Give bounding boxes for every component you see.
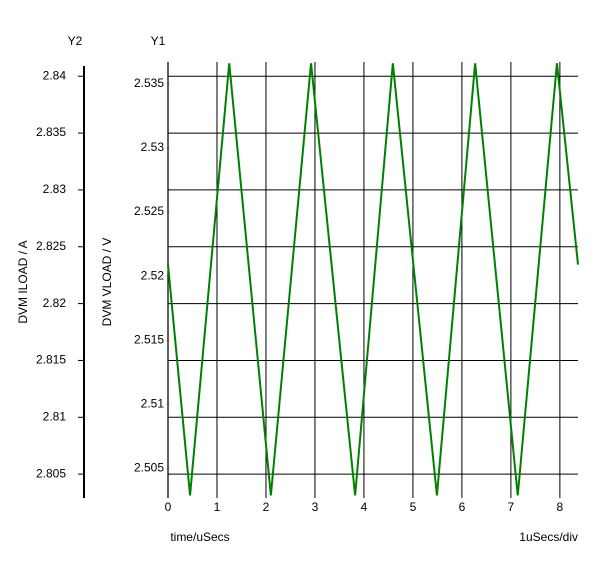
y-tick-label: 2.53 — [141, 140, 165, 154]
y2-tick-label: 2.83 — [43, 182, 67, 196]
series-line — [167, 63, 579, 496]
y-tick-label: 2.51 — [141, 397, 165, 411]
y2-tick-label: 2.84 — [43, 68, 67, 82]
y1-heading: Y1 — [151, 34, 166, 48]
y2-axis-label: DVM ILOAD / A — [16, 240, 30, 323]
y-tick-label: 2.515 — [134, 332, 164, 346]
y-tick-label: 2.52 — [141, 268, 165, 282]
x-tick-label: 8 — [557, 500, 564, 514]
x-tick-label: 7 — [508, 500, 515, 514]
x-axis-label: time/uSecs — [170, 530, 229, 544]
y2-tick-label: 2.815 — [36, 353, 66, 367]
x-scale-note: 1uSecs/div — [519, 530, 578, 544]
x-tick-label: 3 — [312, 500, 319, 514]
y-axis-label: DVM VLOAD / V — [100, 238, 114, 327]
y2-tick-label: 2.82 — [43, 296, 67, 310]
x-tick-label: 1 — [214, 500, 221, 514]
x-tick-label: 2 — [263, 500, 270, 514]
x-tick-label: 6 — [459, 500, 466, 514]
y2-heading: Y2 — [68, 34, 83, 48]
y2-tick-label: 2.835 — [36, 125, 66, 139]
y-tick-label: 2.535 — [134, 76, 164, 90]
y-tick-label: 2.505 — [134, 461, 164, 475]
y2-tick-label: 2.805 — [36, 466, 66, 480]
y2-tick-label: 2.825 — [36, 239, 66, 253]
x-tick-label: 5 — [410, 500, 417, 514]
x-tick-label: 4 — [361, 500, 368, 514]
y2-tick-label: 2.81 — [43, 409, 67, 423]
x-tick-label: 0 — [165, 500, 172, 514]
y-tick-label: 2.525 — [134, 204, 164, 218]
